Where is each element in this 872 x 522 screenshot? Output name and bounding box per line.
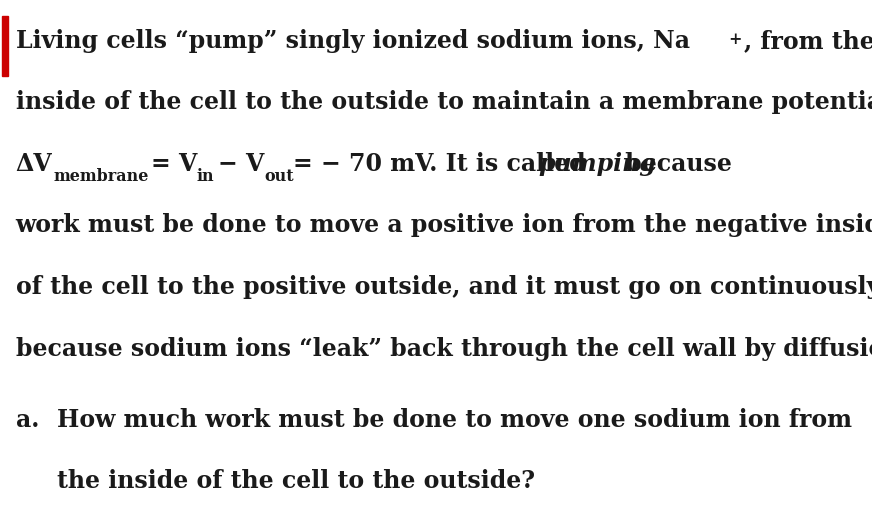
Text: work must be done to move a positive ion from the negative inside: work must be done to move a positive ion… bbox=[16, 213, 872, 238]
Text: +: + bbox=[728, 31, 741, 49]
Text: in: in bbox=[196, 168, 214, 185]
Text: membrane: membrane bbox=[53, 168, 148, 185]
Text: , from the: , from the bbox=[744, 29, 872, 53]
Text: because: because bbox=[617, 152, 732, 176]
Text: out: out bbox=[264, 168, 294, 185]
Text: a.: a. bbox=[16, 408, 39, 432]
Text: because sodium ions “leak” back through the cell wall by diffusion.: because sodium ions “leak” back through … bbox=[16, 337, 872, 361]
Text: − V: − V bbox=[218, 152, 264, 176]
Bar bbox=[2, 16, 8, 76]
Text: pumping: pumping bbox=[539, 152, 657, 176]
Text: = V: = V bbox=[151, 152, 197, 176]
Text: Living cells “pump” singly ionized sodium ions, Na: Living cells “pump” singly ionized sodiu… bbox=[16, 29, 690, 53]
Text: inside of the cell to the outside to maintain a membrane potential: inside of the cell to the outside to mai… bbox=[16, 90, 872, 114]
Text: ΔV: ΔV bbox=[16, 152, 52, 176]
Text: of the cell to the positive outside, and it must go on continuously: of the cell to the positive outside, and… bbox=[16, 275, 872, 299]
Text: = − 70 mV. It is called: = − 70 mV. It is called bbox=[293, 152, 594, 176]
Text: How much work must be done to move one sodium ion from: How much work must be done to move one s… bbox=[57, 408, 852, 432]
Text: the inside of the cell to the outside?: the inside of the cell to the outside? bbox=[57, 469, 535, 493]
